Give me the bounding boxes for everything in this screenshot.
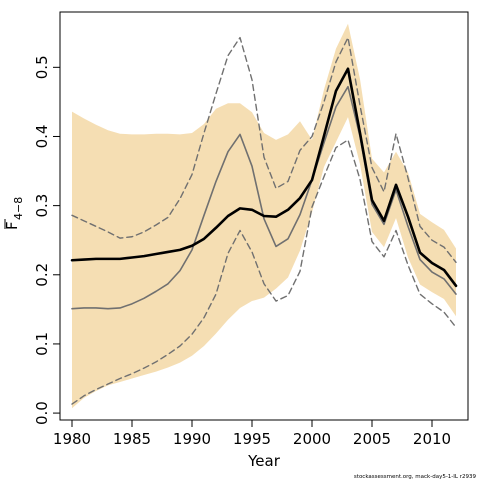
y-tick-label: 0.5 [33,55,51,79]
x-tick-label: 1985 [113,430,151,448]
source-footnote: stockassessment.org, mack-day5-1-IL r293… [354,474,477,480]
x-tick-label: 1980 [53,430,91,448]
y-tick-label-group: 0.1 [33,332,51,356]
y-tick-label: 0.3 [33,194,51,218]
y-tick-label: 0.4 [33,125,51,149]
y-tick-label: 0.2 [33,263,51,287]
x-tick-label: 2000 [293,430,331,448]
series-lines-layer [70,36,458,405]
y-tick-label-group: 0.2 [33,263,51,287]
y-axis-title-subscript: 4−8 [12,197,25,220]
x-tick-label: 1995 [233,430,271,448]
x-tick-label: 2005 [353,430,391,448]
x-tick-label: 2010 [413,430,451,448]
x-axis: 1980 1985 1990 1995 2000 2005 2010 [53,419,451,448]
y-tick-label-group: 0.3 [33,194,51,218]
y-tick-label: 0.0 [33,401,51,425]
alt-estimate-line [71,85,457,310]
x-axis-title: Year [247,452,281,470]
y-axis: 0.0 0.1 0.2 0.3 0.4 0.5 [33,55,61,425]
y-tick-label: 0.1 [33,332,51,356]
x-tick-label: 1990 [173,430,211,448]
y-tick-label-group: 0.5 [33,55,51,79]
estimate-line [70,67,458,288]
y-axis-title: F 4−8 [3,197,25,230]
y-tick-label-group: 0.0 [33,401,51,425]
alt-lower-dashed-line [71,139,457,405]
y-tick-label-group: 0.4 [33,125,51,149]
y-axis-title-main: F [3,221,21,230]
alt-upper-dashed-line [71,36,457,264]
